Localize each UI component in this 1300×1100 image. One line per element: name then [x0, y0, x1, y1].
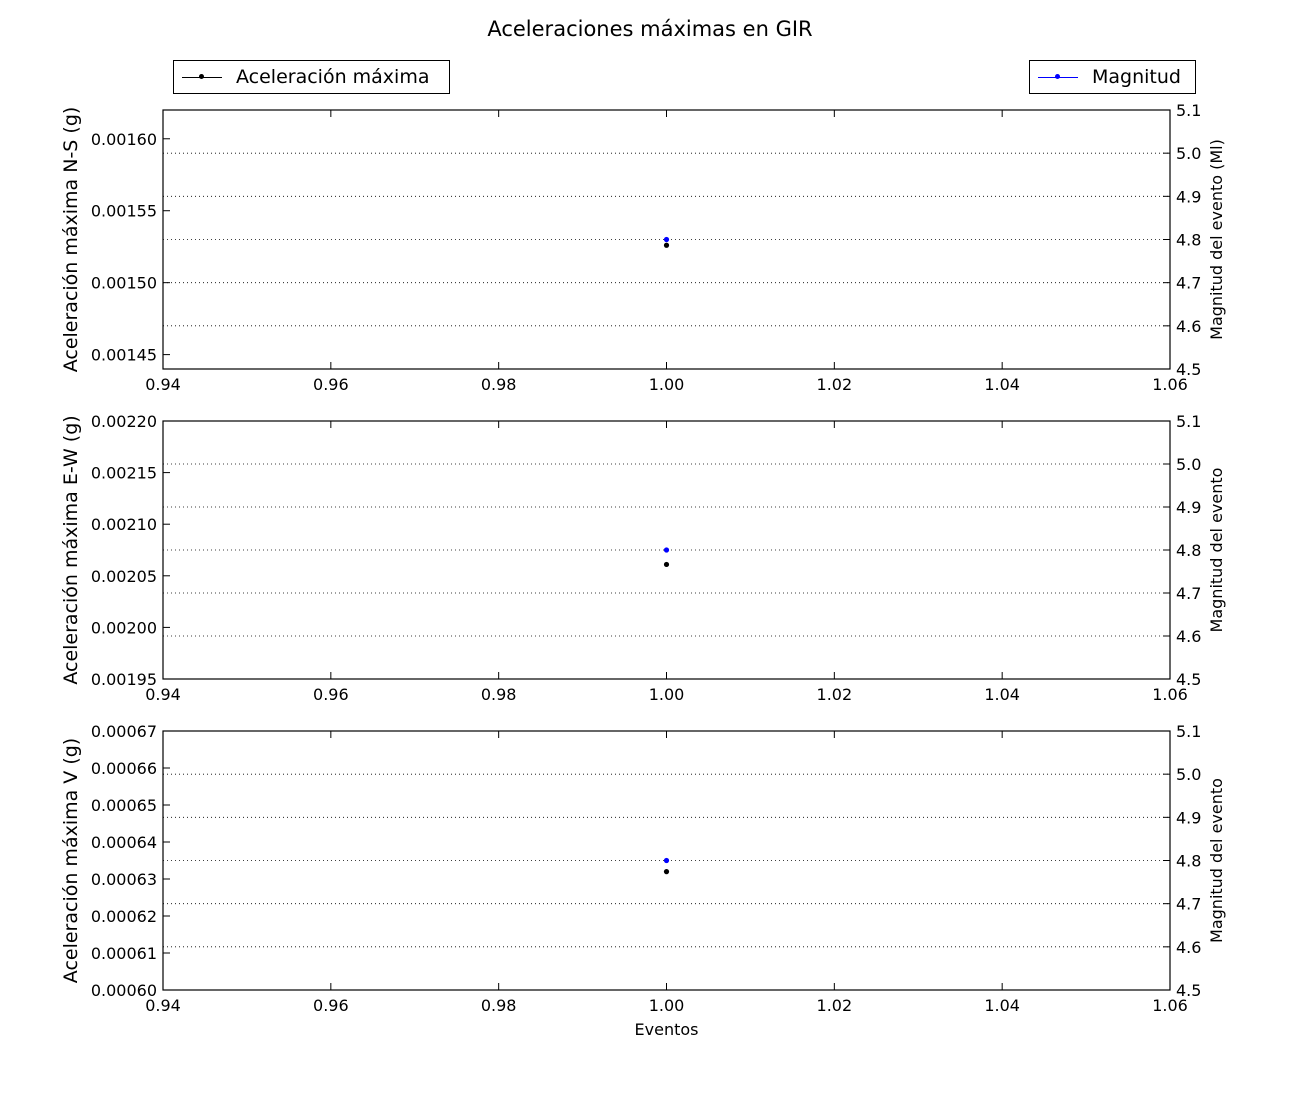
y-tick-label: 0.00210: [91, 515, 157, 534]
x-tick-label: 1.02: [817, 685, 853, 704]
x-axis-label: Eventos: [635, 1020, 699, 1039]
y-tick-label: 0.00145: [91, 346, 157, 365]
x-tick-label: 0.94: [145, 375, 181, 394]
x-tick-label: 0.98: [481, 375, 517, 394]
y2-tick-label: 4.6: [1176, 317, 1201, 336]
legend-label-acceleration: Aceleración máxima: [236, 66, 430, 88]
y2-tick-label: 4.7: [1176, 895, 1201, 914]
acceleration-point: [663, 561, 670, 568]
x-tick-label: 1.06: [1152, 996, 1188, 1015]
y2-tick-label: 4.6: [1176, 938, 1201, 957]
y-axis-label: Aceleración máxima V (g): [60, 738, 82, 983]
y-tick-label: 0.00195: [91, 670, 157, 689]
y-tick-label: 0.00150: [91, 274, 157, 293]
x-tick-label: 1.00: [649, 685, 685, 704]
subplot-1: 0.94 0.96 0.98 1.00 1.02 1.04 1.06 0.00145 0.001…: [60, 101, 1226, 394]
x-tick-label: 0.98: [481, 996, 517, 1015]
magnitude-point: [663, 236, 670, 243]
y-tick-label: 0.00067: [91, 722, 157, 741]
y2-tick-label: 4.8: [1176, 231, 1201, 250]
x-tick-label: 1.00: [649, 996, 685, 1015]
y2-tick-label: 5.1: [1176, 412, 1201, 431]
subplot-3: 0.94 0.96 0.98 1.00 1.02 1.04 1.06 0.00060 0.000…: [60, 722, 1226, 1039]
legend-right: Magnitud: [1029, 60, 1196, 94]
y-tick-label: 0.00205: [91, 567, 157, 586]
y2-tick-label: 4.5: [1176, 360, 1201, 379]
y-tick-label: 0.00155: [91, 202, 157, 221]
acceleration-point: [663, 869, 670, 875]
chart-title: Aceleraciones máximas en GIR: [487, 17, 813, 41]
y-tick-label: 0.00061: [91, 944, 157, 963]
y2-tick-label: 5.1: [1176, 722, 1201, 741]
y-tick-label: 0.00220: [91, 412, 157, 431]
magnitude-point: [663, 857, 670, 864]
y2-tick-label: 4.5: [1176, 670, 1201, 689]
y-tick-label: 0.00064: [91, 833, 157, 852]
y2-axis-label: Magnitud del evento: [1207, 778, 1226, 943]
x-tick-label: 1.00: [649, 375, 685, 394]
y2-tick-label: 4.9: [1176, 498, 1201, 517]
acceleration-point: [663, 242, 670, 248]
y2-axis-label: Magnitud del evento (Ml): [1207, 139, 1226, 340]
legend-label-magnitude: Magnitud: [1092, 66, 1181, 88]
x-tick-label: 0.94: [145, 996, 181, 1015]
x-tick-label: 1.04: [984, 996, 1020, 1015]
y-axis-label: Aceleración máxima N-S (g): [60, 107, 82, 373]
y2-tick-label: 4.9: [1176, 187, 1201, 206]
x-tick-label: 0.94: [145, 685, 181, 704]
x-tick-label: 0.96: [313, 375, 349, 394]
y2-tick-label: 4.8: [1176, 852, 1201, 871]
legend-marker-acceleration: [182, 74, 222, 79]
y2-tick-label: 4.5: [1176, 981, 1201, 1000]
subplot-2: 0.94 0.96 0.98 1.00 1.02 1.04 1.06 0.00195 0.002…: [60, 412, 1226, 704]
y-tick-label: 0.00066: [91, 759, 157, 778]
legend-marker-magnitude: [1038, 74, 1078, 79]
x-tick-label: 1.02: [817, 996, 853, 1015]
legend-left: Aceleración máxima: [173, 60, 450, 94]
y-tick-label: 0.00060: [91, 981, 157, 1000]
y2-tick-label: 5.1: [1176, 101, 1201, 120]
x-tick-label: 1.04: [984, 375, 1020, 394]
y-tick-label: 0.00065: [91, 796, 157, 815]
x-tick-label: 0.96: [313, 996, 349, 1015]
y2-tick-label: 4.6: [1176, 627, 1201, 646]
y2-tick-label: 5.0: [1176, 144, 1201, 163]
y-tick-label: 0.00160: [91, 130, 157, 149]
y-tick-label: 0.00063: [91, 870, 157, 889]
x-tick-label: 0.98: [481, 685, 517, 704]
x-tick-label: 1.04: [984, 685, 1020, 704]
x-tick-label: 1.06: [1152, 685, 1188, 704]
y2-tick-label: 4.7: [1176, 584, 1201, 603]
x-tick-label: 1.02: [817, 375, 853, 394]
y2-tick-label: 5.0: [1176, 765, 1201, 784]
y-tick-label: 0.00215: [91, 464, 157, 483]
x-tick-label: 1.06: [1152, 375, 1188, 394]
magnitude-point: [663, 547, 670, 553]
y-tick-label: 0.00200: [91, 618, 157, 637]
x-tick-label: 0.96: [313, 685, 349, 704]
y2-axis-label: Magnitud del evento: [1207, 468, 1226, 633]
y-axis-label: Aceleración máxima E-W (g): [60, 415, 82, 684]
y2-tick-label: 4.8: [1176, 541, 1201, 560]
y2-tick-label: 4.7: [1176, 274, 1201, 293]
y2-tick-label: 4.9: [1176, 808, 1201, 827]
y-tick-label: 0.00062: [91, 907, 157, 926]
y2-tick-label: 5.0: [1176, 455, 1201, 474]
